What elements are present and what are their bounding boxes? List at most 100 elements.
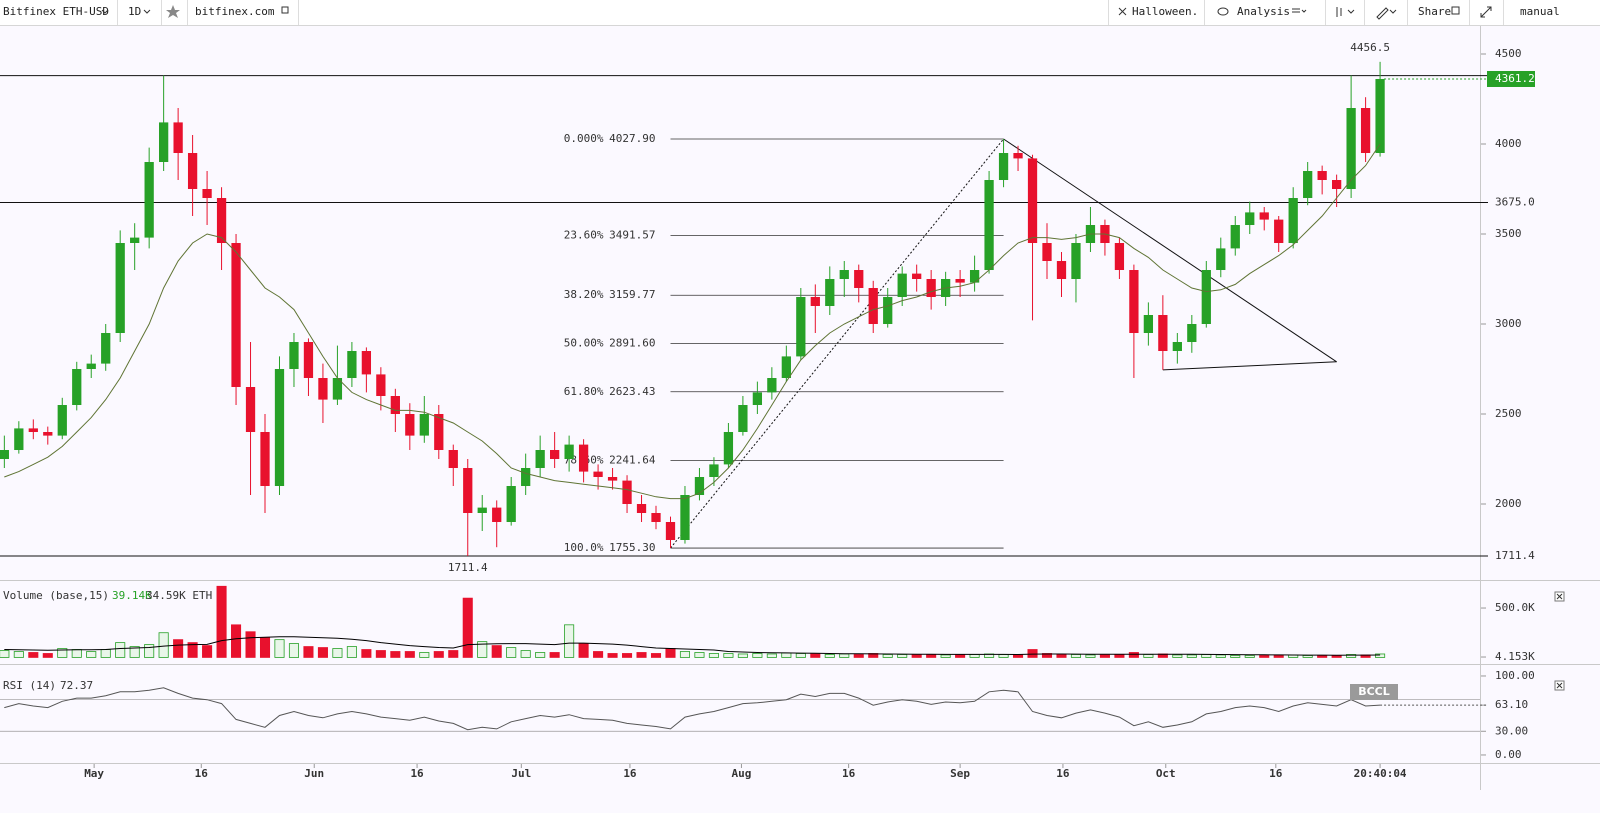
candle-body [506,486,516,523]
volume-bar [897,654,908,658]
candle-body [1360,108,1371,154]
high-label: 4456.5 [1350,41,1390,54]
candle-body [86,363,96,370]
volume-bar [100,649,111,658]
volume-bar [1230,655,1241,658]
candle-body [1230,225,1240,249]
analysis-icon [1292,8,1307,13]
symbol[interactable]: Bitfinex ETH-USD [3,5,109,18]
x-tick-label: 16 [1056,767,1070,780]
candle-body [578,444,589,472]
candle-body [405,414,415,436]
y-tick-label: 2500 [1495,407,1522,420]
moving-average [4,143,1381,500]
volume-bar [535,652,546,658]
candle-body [781,356,791,379]
volume-bar [1099,654,1110,658]
low-label: 1711.4 [448,561,488,574]
candle-body [607,477,618,481]
candle-body [1143,315,1154,334]
volume-bar [57,648,68,658]
volume-bar [911,654,922,658]
level-label-bg [1490,195,1536,210]
candle-type-icon[interactable] [1336,7,1355,17]
candle-body [245,387,256,433]
volume-bar [1013,654,1024,658]
candle-body [1187,324,1197,343]
fib-price: 1755.30 [609,541,655,554]
candle-body [361,351,372,375]
volume-bar [578,643,589,658]
fullscreen-icon[interactable] [1480,6,1492,18]
level-label: 1711.4 [1495,549,1535,562]
candle-body [723,432,734,465]
volume-bar [129,646,140,658]
template[interactable]: Halloween. [1132,5,1198,18]
source[interactable]: bitfinex.com [195,5,275,18]
volume-bar [1317,655,1328,658]
x-tick-label: May [84,767,104,780]
fib-price: 2241.64 [609,454,656,467]
x-tick-label: Aug [732,767,752,780]
volume-bar [245,631,256,658]
rsi-tick-label: 63.10 [1495,698,1528,711]
volume-bar [1302,655,1313,658]
share[interactable]: Share [1418,5,1451,18]
candle-body [636,504,647,514]
candle-body [593,471,603,478]
volume-bar [737,653,748,658]
pane-close[interactable] [1554,591,1565,691]
interval[interactable]: 1D [128,5,141,18]
watermark: BCCL [1358,685,1390,698]
fib-price: 4027.90 [609,132,655,145]
volume-bar [1027,649,1038,658]
volume-bar [28,652,39,658]
candle-body [984,180,994,271]
draw-icon[interactable] [1376,7,1397,20]
volume-bar [491,645,502,658]
candle-body [376,374,386,397]
candle-body [839,270,849,280]
volume-bar [1331,655,1342,658]
candle-body [463,468,473,514]
candle-body [318,378,328,400]
volume-title: Volume (base,15) [3,589,109,602]
candle-body [347,351,357,379]
analysis[interactable]: Analysis [1237,5,1290,18]
volume-bar [259,637,271,658]
trendline [1003,138,1337,363]
candle-body [883,297,893,325]
volume-bar [650,653,662,658]
candle-body [390,396,400,415]
volume-bar [853,654,864,658]
candle-body [144,162,154,238]
volume-bar [1375,653,1386,658]
candle-body [1346,108,1356,190]
volume-bar [390,651,401,658]
candle-body [14,428,24,451]
candle-body [1071,243,1081,280]
volume-bar [433,651,444,658]
share-icon [1451,6,1460,15]
volume-bar [1244,655,1255,658]
rsi-tick-label: 30.00 [1495,724,1528,737]
volume-bar [665,648,676,658]
volume-bar [1128,652,1139,658]
volume-bar [86,651,97,658]
candle-body [1172,342,1182,352]
fib-ratio: 61.80% [564,385,604,398]
candle-body [1288,198,1298,244]
candle-body [115,243,125,334]
volume-bar [506,647,517,658]
favorite-icon[interactable] [166,5,180,18]
volume-bar [781,652,792,658]
x-tick-label: Oct [1156,767,1176,780]
caret [143,9,151,14]
candle-body [1375,78,1385,154]
close-icon[interactable] [1118,7,1127,16]
mode[interactable]: manual [1520,5,1560,18]
volume-bar [477,641,488,658]
candle-body [1114,243,1125,271]
y-tick-label: 4000 [1495,137,1522,150]
